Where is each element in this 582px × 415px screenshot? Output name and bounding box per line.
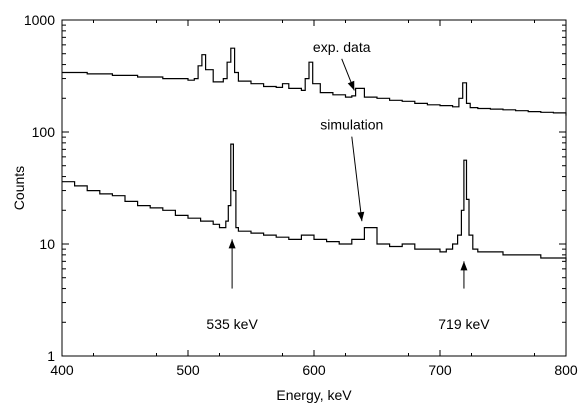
y-axis-title: Counts [11,166,27,210]
annotation-exp-data: exp. data [313,39,371,55]
series-line-2 [62,143,567,262]
y-tick-label: 10 [39,236,55,252]
annotation-arrow-head [228,239,236,249]
annotation-arrow-head [347,80,355,91]
x-tick-label: 700 [428,362,452,378]
annotation-719-kev: 719 keV [438,316,490,332]
x-tick-label: 400 [50,362,74,378]
y-tick-label: 1 [47,348,55,364]
annotations-layer: exp. data simulation 535 keV 719 keV [206,39,490,332]
plot-frame [61,19,567,357]
y-tick-label: 100 [32,124,56,140]
ticks-layer [61,19,567,357]
annotation-arrow-line [351,136,363,222]
labels-layer: 400 500 600 700 800 1 10 100 1000 [24,12,578,378]
x-tick-label: 800 [554,362,578,378]
series-layer [62,47,567,262]
annotation-arrow-head [460,261,468,271]
series-line-1 [62,47,567,116]
annotation-arrow-head [357,211,365,222]
x-tick-label: 600 [302,362,326,378]
x-tick-label: 500 [176,362,200,378]
annotation-535-kev: 535 keV [206,316,258,332]
y-tick-label: 1000 [24,12,55,28]
annotation-simulation: simulation [320,117,383,133]
x-axis-title: Energy, keV [276,387,352,403]
